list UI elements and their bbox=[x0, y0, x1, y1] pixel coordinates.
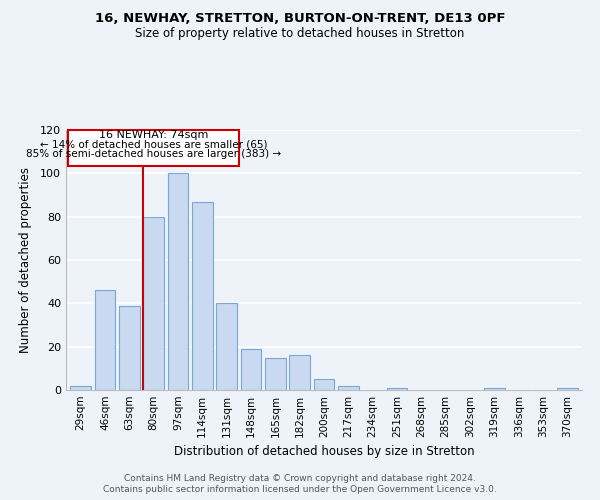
Bar bbox=[289, 356, 310, 390]
Bar bbox=[557, 388, 578, 390]
Bar bbox=[192, 202, 212, 390]
Bar bbox=[216, 304, 237, 390]
Text: 85% of semi-detached houses are larger (383) →: 85% of semi-detached houses are larger (… bbox=[26, 150, 281, 160]
Text: Contains HM Land Registry data © Crown copyright and database right 2024.: Contains HM Land Registry data © Crown c… bbox=[124, 474, 476, 483]
Bar bbox=[265, 358, 286, 390]
Bar bbox=[95, 290, 115, 390]
Bar bbox=[386, 388, 407, 390]
Text: 16, NEWHAY, STRETTON, BURTON-ON-TRENT, DE13 0PF: 16, NEWHAY, STRETTON, BURTON-ON-TRENT, D… bbox=[95, 12, 505, 26]
X-axis label: Distribution of detached houses by size in Stretton: Distribution of detached houses by size … bbox=[173, 446, 475, 458]
Text: ← 14% of detached houses are smaller (65): ← 14% of detached houses are smaller (65… bbox=[40, 140, 268, 149]
Bar bbox=[167, 174, 188, 390]
Bar bbox=[143, 216, 164, 390]
Bar bbox=[314, 379, 334, 390]
Bar bbox=[338, 386, 359, 390]
Bar bbox=[119, 306, 140, 390]
Text: 16 NEWHAY: 74sqm: 16 NEWHAY: 74sqm bbox=[99, 130, 208, 140]
Text: Size of property relative to detached houses in Stretton: Size of property relative to detached ho… bbox=[136, 28, 464, 40]
Bar bbox=[241, 349, 262, 390]
Bar bbox=[484, 388, 505, 390]
FancyBboxPatch shape bbox=[68, 130, 239, 166]
Y-axis label: Number of detached properties: Number of detached properties bbox=[19, 167, 32, 353]
Text: Contains public sector information licensed under the Open Government Licence v3: Contains public sector information licen… bbox=[103, 485, 497, 494]
Bar bbox=[70, 386, 91, 390]
